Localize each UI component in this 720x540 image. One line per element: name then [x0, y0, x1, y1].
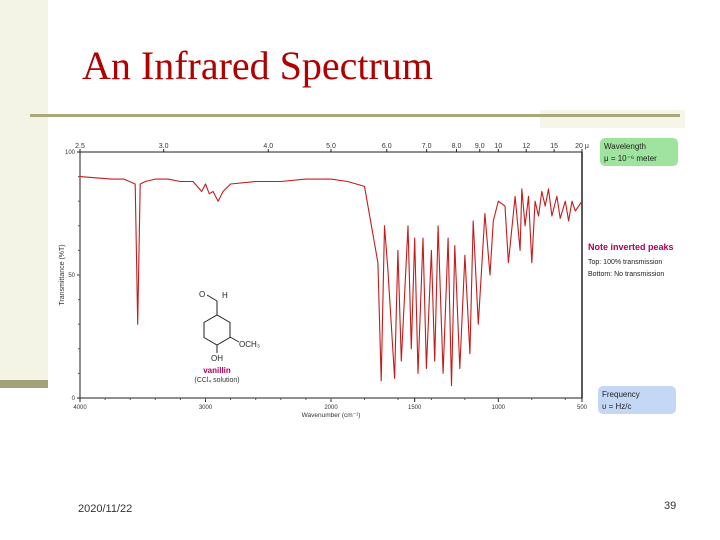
wavelength-box-value: μ = 10⁻⁶ meter — [604, 154, 657, 163]
carbonyl-o-label: O — [199, 290, 205, 299]
x-tick-label: 500 — [577, 405, 588, 411]
top-tick-label: 15 — [550, 143, 558, 150]
slide-left-bar — [0, 0, 48, 380]
top-tick-label: 2.5 — [75, 143, 85, 150]
slide-left-bar-accent — [0, 380, 48, 388]
benzene-ring — [203, 314, 231, 346]
slide-title: An Infrared Spectrum — [82, 43, 433, 88]
inverted-peaks-title: Note inverted peaks — [588, 242, 674, 252]
y-tick-label: 50 — [68, 273, 75, 279]
y-axis-label: Transmittance (%T) — [59, 244, 66, 305]
methoxy-bond — [229, 336, 240, 343]
chart-trace — [79, 176, 583, 387]
slide-page-number: 39 — [664, 500, 677, 512]
title-rule — [30, 114, 680, 117]
x-axis-label: Wavenumber (cm⁻¹) — [302, 412, 361, 419]
carbonyl-bond — [206, 294, 218, 302]
y-tick-label: 100 — [65, 150, 76, 156]
y-tick-label: 0 — [72, 396, 76, 402]
slide-date: 2020/11/22 — [78, 503, 133, 515]
top-tick-label: 4.0 — [263, 143, 273, 150]
inverted-top-note: Top: 100% transmission — [588, 259, 662, 266]
x-tick-label: 1000 — [492, 405, 506, 411]
top-tick-label: 5.0 — [326, 143, 336, 150]
molecule-name: vanillin — [203, 366, 231, 375]
frequency-box-value: υ = Hz/c — [602, 402, 632, 411]
frequency-box — [598, 386, 676, 414]
frequency-box-title: Frequency — [602, 390, 640, 399]
wavelength-box-title: Wavelength — [604, 142, 646, 151]
wavelength-box — [600, 138, 678, 166]
x-tick-label: 3000 — [199, 405, 213, 411]
title-rule-accent — [540, 110, 685, 128]
top-tick-label: 12 — [522, 143, 530, 150]
spectrum-line — [79, 176, 583, 387]
aldehyde-h-label: H — [222, 291, 228, 300]
top-tick-label: 20 μ — [575, 143, 589, 150]
top-tick-label: 9.0 — [475, 143, 485, 150]
methoxy-label: OCH₃ — [239, 340, 260, 349]
top-tick-label: 8.0 — [452, 143, 462, 150]
top-tick-label: 10 — [494, 143, 502, 150]
chart-axes — [79, 151, 583, 399]
inverted-bottom-note: Bottom: No transmission — [588, 271, 664, 278]
x-tick-label: 2000 — [324, 405, 338, 411]
hydroxyl-label: OH — [211, 354, 223, 363]
top-tick-label: 7.0 — [422, 143, 432, 150]
x-tick-label: 1500 — [408, 405, 422, 411]
x-tick-label: 4000 — [73, 405, 87, 411]
molecule-solvent: (CCl₄ solution) — [194, 377, 239, 384]
chart-annotations: Wavelength μ = 10⁻⁶ meter Note inverted pe… — [194, 138, 678, 414]
top-tick-label: 6.0 — [382, 143, 392, 150]
top-tick-label: 3.0 — [159, 143, 169, 150]
